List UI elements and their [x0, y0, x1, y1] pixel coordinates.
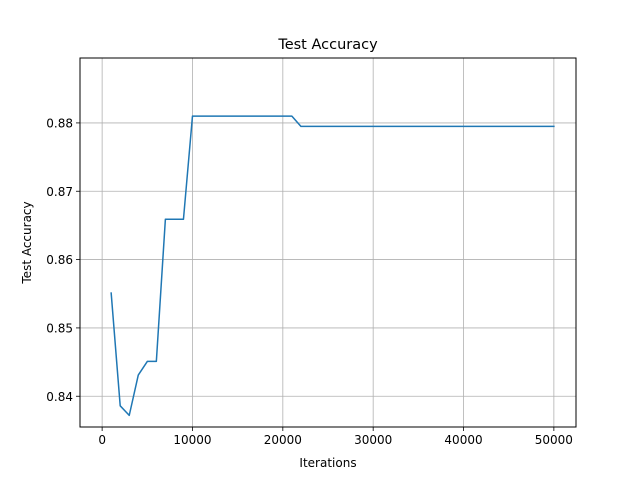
x-tick-label: 10000	[173, 433, 211, 447]
y-tick-label: 0.86	[46, 253, 73, 267]
y-tick-label: 0.85	[46, 321, 73, 335]
grid	[80, 58, 576, 427]
x-tick-label: 50000	[535, 433, 573, 447]
x-tick-label: 30000	[354, 433, 392, 447]
y-tick-label: 0.88	[46, 116, 73, 130]
chart-title: Test Accuracy	[277, 37, 378, 53]
y-ticks: 0.84 0.85 0.86 0.87 0.88	[46, 116, 80, 404]
x-tick-label: 0	[98, 433, 106, 447]
y-axis-label: Test Accuracy	[20, 201, 34, 284]
x-ticks: 0 10000 20000 30000 40000 50000	[98, 427, 573, 447]
plot-frame	[79, 57, 577, 428]
x-tick-label: 20000	[264, 433, 302, 447]
accuracy-series-line	[110, 115, 555, 417]
x-axis-label: Iterations	[299, 456, 356, 470]
y-tick-label: 0.84	[46, 390, 73, 404]
x-tick-label: 40000	[444, 433, 482, 447]
y-tick-label: 0.87	[46, 185, 73, 199]
series-layer	[110, 115, 555, 417]
